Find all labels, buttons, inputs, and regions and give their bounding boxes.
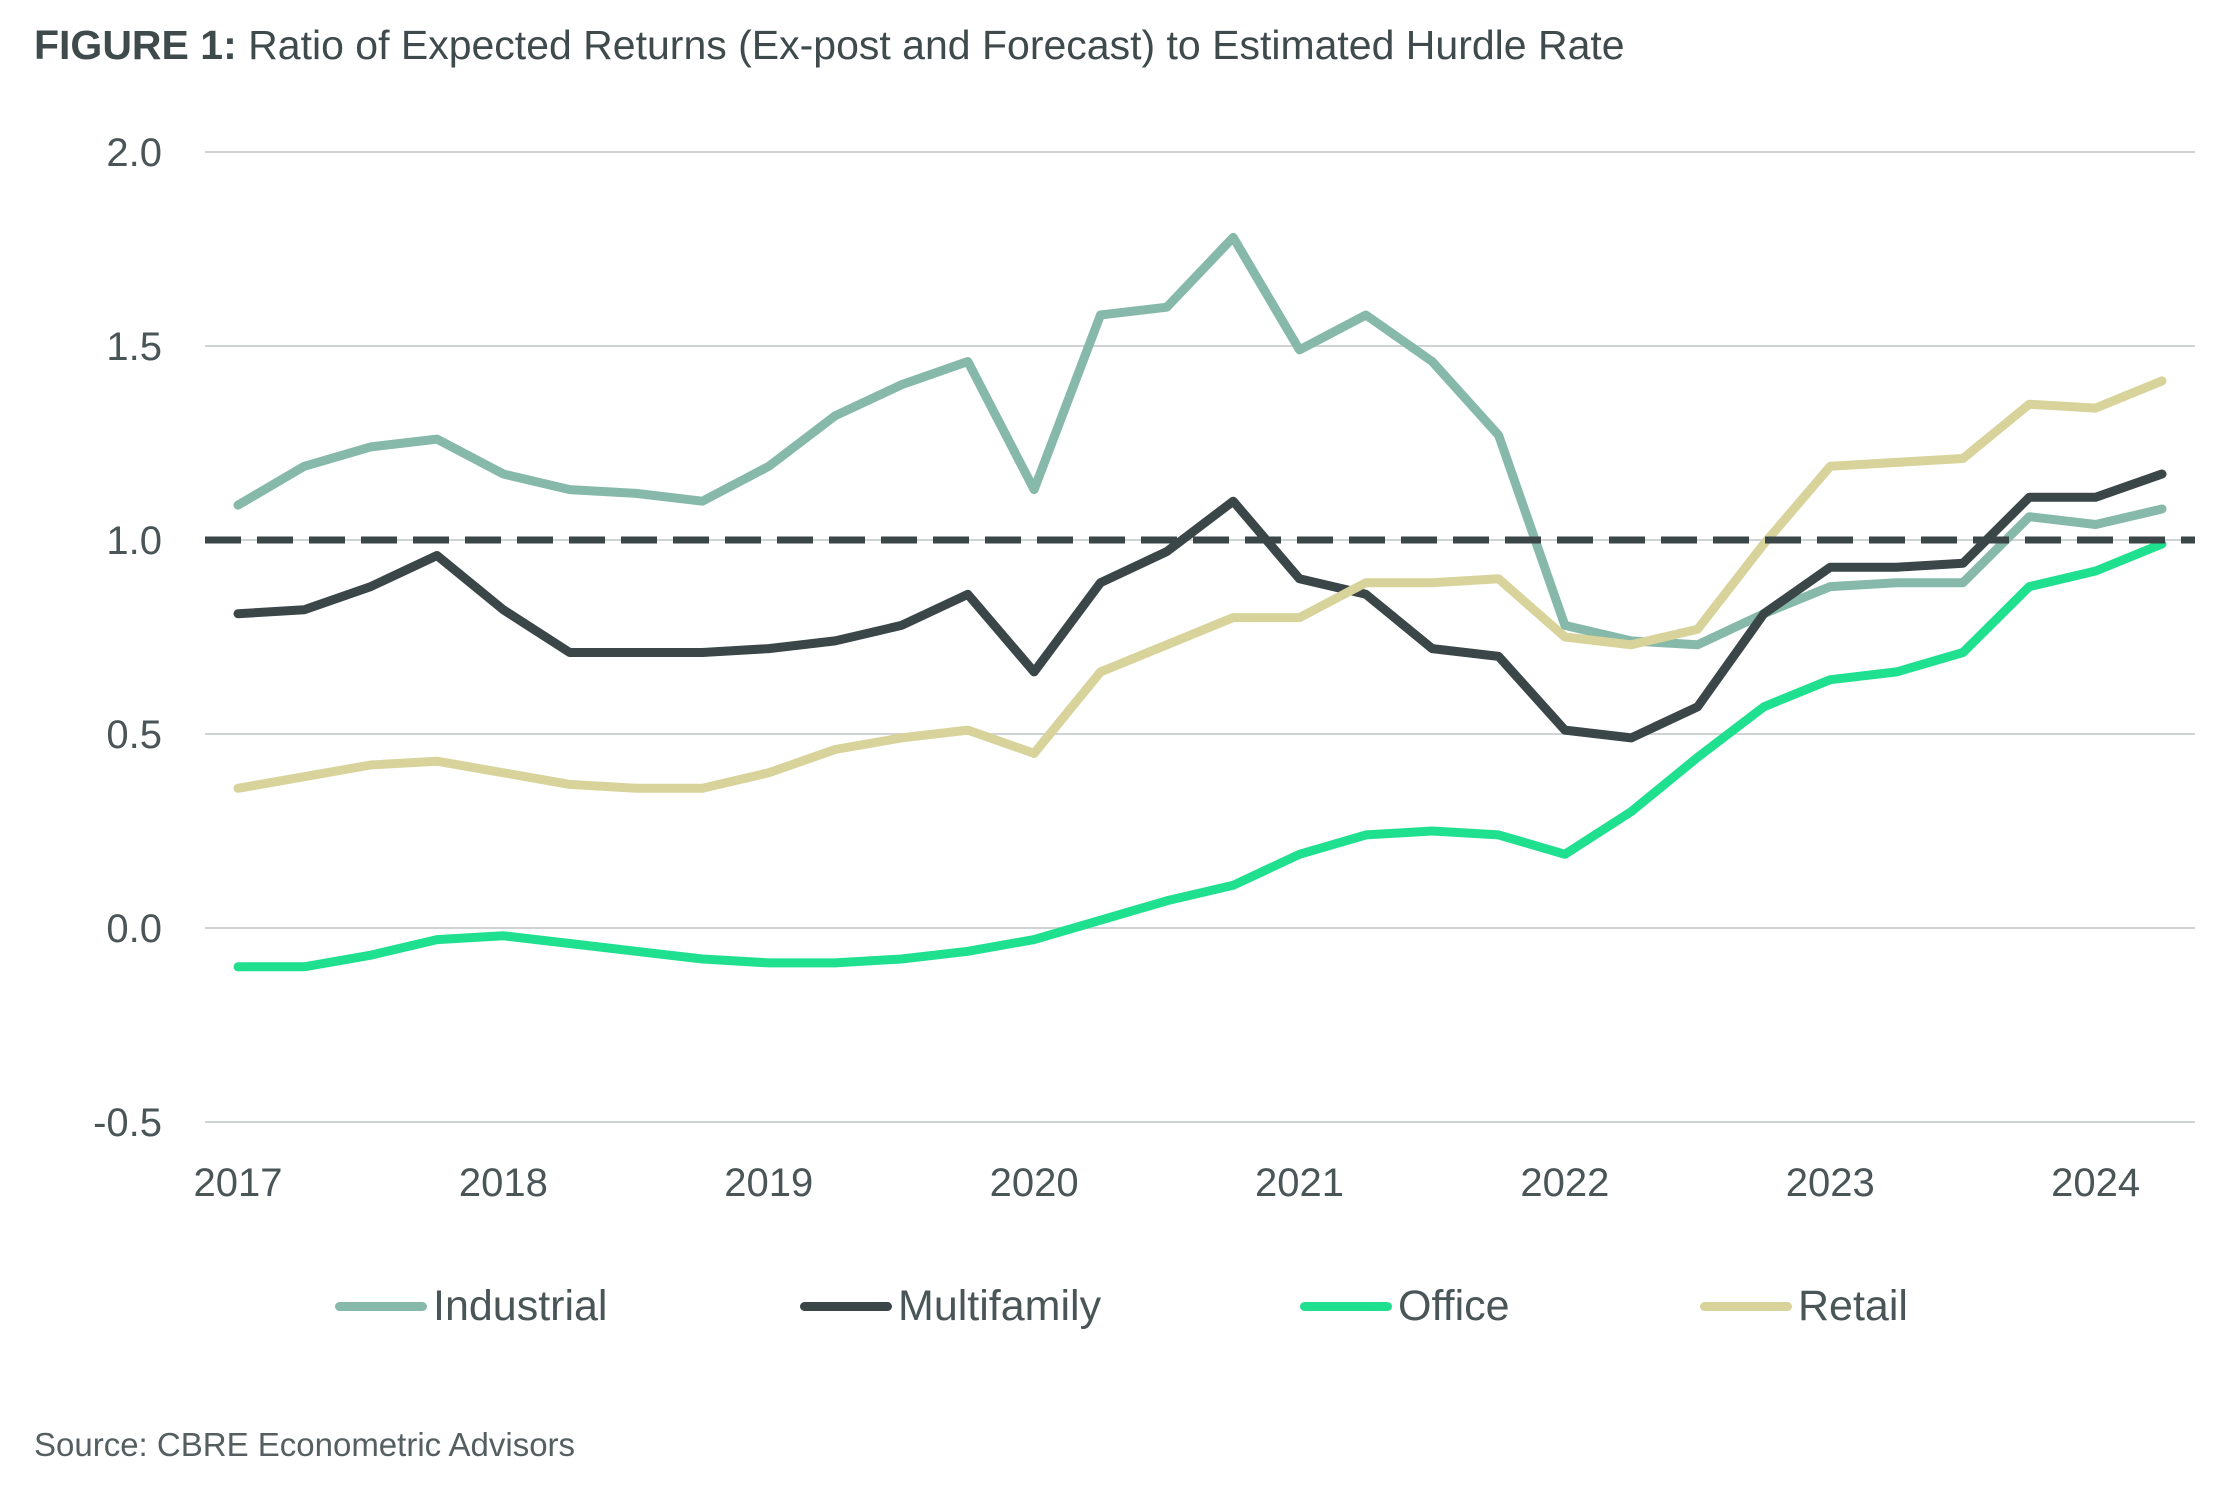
x-tick-label: 2017 [194, 1161, 283, 1205]
y-tick-label: 0.0 [106, 907, 162, 951]
x-tick-label: 2023 [1786, 1161, 1875, 1205]
y-tick-label: 0.5 [106, 713, 162, 757]
legend-item-multifamily: Multifamily [800, 1282, 1101, 1331]
line-chart: 2.0 1.5 1.0 0.5 0.0 -0.5 2017 2018 2019 2020 2021 2… [93, 131, 2195, 1205]
chart-title: FIGURE 1: Ratio of Expected Returns (Ex-… [34, 22, 1625, 69]
x-tick-label: 2020 [990, 1161, 1079, 1205]
figure-title-text: Ratio of Expected Returns (Ex-post and F… [248, 22, 1625, 68]
x-tick-label: 2022 [1520, 1161, 1609, 1205]
y-tick-label: 2.0 [106, 131, 162, 175]
legend-label: Industrial [433, 1282, 608, 1330]
legend-item-office: Office [1300, 1282, 1510, 1331]
x-tick-label: 2024 [2051, 1161, 2140, 1205]
series-line-office [233, 539, 2167, 972]
series-line-retail [233, 376, 2167, 793]
y-tick-label: 1.5 [106, 325, 162, 369]
chart-legend: Industrial Multifamily Office Retail [0, 1282, 2228, 1342]
series-line-industrial [233, 232, 2167, 650]
legend-item-industrial: Industrial [335, 1282, 607, 1331]
legend-swatch [1700, 1302, 1792, 1311]
y-tick-label: -0.5 [93, 1101, 162, 1145]
figure-number: FIGURE 1: [34, 22, 237, 68]
legend-label: Retail [1798, 1282, 1908, 1330]
x-tick-label: 2018 [459, 1161, 548, 1205]
x-tick-label: 2019 [724, 1161, 813, 1205]
legend-label: Multifamily [898, 1282, 1102, 1330]
legend-label: Office [1398, 1282, 1510, 1330]
legend-swatch [1300, 1302, 1392, 1311]
source-note: Source: CBRE Econometric Advisors [34, 1426, 576, 1463]
legend-swatch [335, 1302, 427, 1311]
y-tick-label: 1.0 [106, 519, 162, 563]
series-line-multifamily [233, 469, 2167, 743]
x-tick-label: 2021 [1255, 1161, 1344, 1205]
legend-swatch [800, 1302, 892, 1311]
legend-item-retail: Retail [1700, 1282, 1908, 1331]
